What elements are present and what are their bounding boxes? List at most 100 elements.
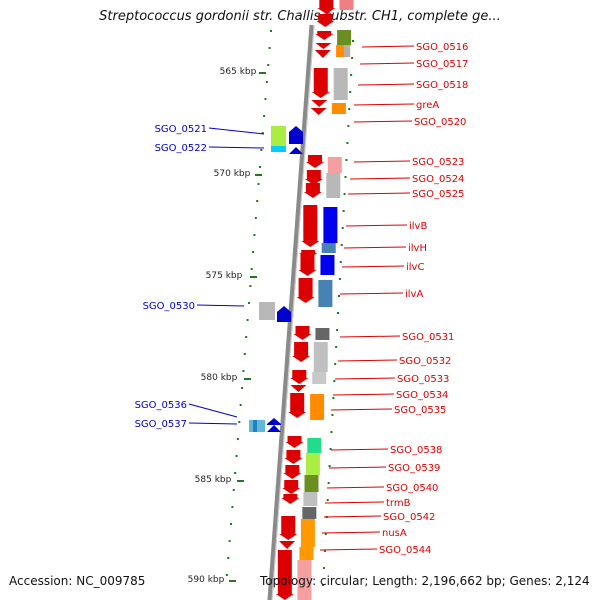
scale-dot xyxy=(265,81,268,83)
scale-dot xyxy=(235,455,238,457)
gene-label[interactable]: greA xyxy=(416,100,439,111)
scale-dot xyxy=(249,285,252,287)
gene-label[interactable]: nusA xyxy=(382,528,407,539)
cog-color-box xyxy=(304,475,319,492)
gene-label[interactable]: SGO_0521 xyxy=(155,124,207,135)
gene-label[interactable]: ilvB xyxy=(409,221,427,232)
scale-dot xyxy=(258,166,261,168)
cog-color-box xyxy=(302,507,317,519)
forward-gene-arrow xyxy=(293,326,312,340)
scale-dot xyxy=(247,302,250,304)
gene-track-dot xyxy=(346,142,349,144)
cog-color-box xyxy=(303,492,318,506)
scale-dot xyxy=(242,370,245,372)
gene-label[interactable]: SGO_0542 xyxy=(383,512,435,523)
cog-color-box xyxy=(299,547,314,560)
gene-label[interactable]: ilvA xyxy=(405,289,423,300)
cog-color-box xyxy=(297,560,312,600)
forward-gene-arrow xyxy=(298,254,317,276)
scale-dot xyxy=(231,506,234,508)
gene-label[interactable]: ilvH xyxy=(408,243,427,254)
gene-label[interactable]: SGO_0518 xyxy=(416,80,468,91)
gene-label[interactable]: SGO_0520 xyxy=(414,117,466,128)
forward-gene-arrow xyxy=(306,155,325,168)
gene-label[interactable]: SGO_0538 xyxy=(390,445,442,456)
gene-label[interactable]: SGO_0530 xyxy=(143,301,195,312)
scale-label: 570 kbp xyxy=(214,169,251,179)
gene-track-dot xyxy=(337,295,340,297)
gene-track-dot xyxy=(335,346,338,348)
label-leader-line xyxy=(330,448,389,451)
cog-color-box xyxy=(326,173,341,198)
cog-color-box xyxy=(320,255,335,275)
gene-track-dot xyxy=(323,550,326,552)
reverse-gene-glyph xyxy=(249,418,281,432)
gene-label[interactable]: SGO_0525 xyxy=(412,189,464,200)
gene-label[interactable]: SGO_0533 xyxy=(397,374,449,385)
gene-label[interactable]: ilvC xyxy=(406,262,424,273)
gene-track-dot xyxy=(326,499,329,501)
reverse-gene-glyph xyxy=(259,302,291,322)
gene-track-dot xyxy=(338,278,341,280)
label-leader-line xyxy=(341,265,405,268)
gene-label[interactable]: SGO_0544 xyxy=(379,545,431,556)
gene-track-dot xyxy=(341,227,344,229)
gene-label[interactable]: SGO_0534 xyxy=(396,390,448,401)
gene-label[interactable]: SGO_0539 xyxy=(388,463,440,474)
gene-label[interactable]: SGO_0517 xyxy=(416,59,468,70)
gene-label[interactable]: SGO_0540 xyxy=(386,483,438,494)
gene-track-dot xyxy=(329,448,332,450)
scale-dot xyxy=(261,132,264,134)
gene-label[interactable]: SGO_0536 xyxy=(135,400,187,411)
label-leader-line xyxy=(347,192,411,195)
scale-dot xyxy=(250,268,253,270)
gene-track-dot xyxy=(331,414,334,416)
reverse-gene-glyph xyxy=(271,126,303,154)
forward-gene-arrow xyxy=(315,43,332,49)
scale-dot xyxy=(246,319,249,321)
gene-label[interactable]: SGO_0522 xyxy=(155,143,207,154)
gene-track-dot xyxy=(337,312,340,314)
scale-dot xyxy=(230,523,233,525)
label-leader-line xyxy=(339,335,401,338)
scale-dot xyxy=(228,540,231,542)
cog-color-box xyxy=(333,68,348,100)
scale-dot xyxy=(257,183,260,185)
label-leader-line xyxy=(321,531,381,534)
gene-label[interactable]: trmB xyxy=(386,498,411,509)
cog-color-box xyxy=(307,438,322,453)
forward-gene-arrow xyxy=(288,393,307,418)
gene-track-dot xyxy=(343,193,346,195)
gene-track-dot xyxy=(327,482,330,484)
label-leader-line xyxy=(359,62,415,65)
scale-label: 565 kbp xyxy=(220,67,257,77)
label-leader-line xyxy=(337,359,398,362)
cog-color-box xyxy=(321,243,336,253)
forward-gene-arrow xyxy=(292,342,311,362)
scale-dot xyxy=(241,387,244,389)
gene-label[interactable]: SGO_0531 xyxy=(402,332,454,343)
forward-gene-arrow xyxy=(315,31,334,40)
forward-gene-arrow xyxy=(310,108,327,115)
cog-color-box xyxy=(327,157,342,173)
gene-label[interactable]: SGO_0537 xyxy=(135,419,187,430)
scale-label: 575 kbp xyxy=(206,271,243,281)
gene-label[interactable]: SGO_0535 xyxy=(394,405,446,416)
gene-track-dot xyxy=(345,159,348,161)
label-leader-line xyxy=(208,127,265,135)
gene-track-dot xyxy=(348,108,351,110)
cog-color-box xyxy=(331,103,346,114)
gene-label[interactable]: SGO_0524 xyxy=(412,174,464,185)
scale-dot xyxy=(245,336,248,338)
gene-label[interactable]: SGO_0532 xyxy=(399,356,451,367)
label-leader-line xyxy=(326,486,385,489)
forward-gene-arrow xyxy=(284,450,303,464)
forward-gene-arrow xyxy=(311,68,330,98)
scale-dot xyxy=(256,200,259,202)
gene-label[interactable]: SGO_0523 xyxy=(412,157,464,168)
scale-dot xyxy=(227,557,230,559)
scale-dot xyxy=(267,64,270,66)
gene-label[interactable]: SGO_0516 xyxy=(416,42,468,53)
label-leader-line xyxy=(353,103,415,106)
